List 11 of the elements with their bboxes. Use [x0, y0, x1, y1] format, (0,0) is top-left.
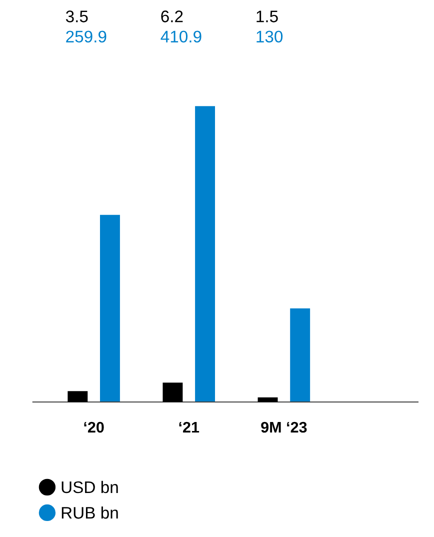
data-label: 3.5	[66, 10, 88, 22]
data-label: 6.2	[161, 10, 183, 22]
x-tick-label: 9M ‘23	[261, 422, 307, 433]
data-label: 130	[256, 30, 283, 43]
x-tick-label: ‘21	[179, 422, 200, 433]
data-label: 259.9	[66, 30, 106, 43]
data-label: 1.5	[256, 10, 278, 22]
legend-label: RUB bn	[62, 506, 118, 519]
data-label: 410.9	[160, 30, 202, 43]
x-tick-label: ‘20	[84, 422, 104, 433]
legend-label: USD bn	[62, 480, 118, 494]
